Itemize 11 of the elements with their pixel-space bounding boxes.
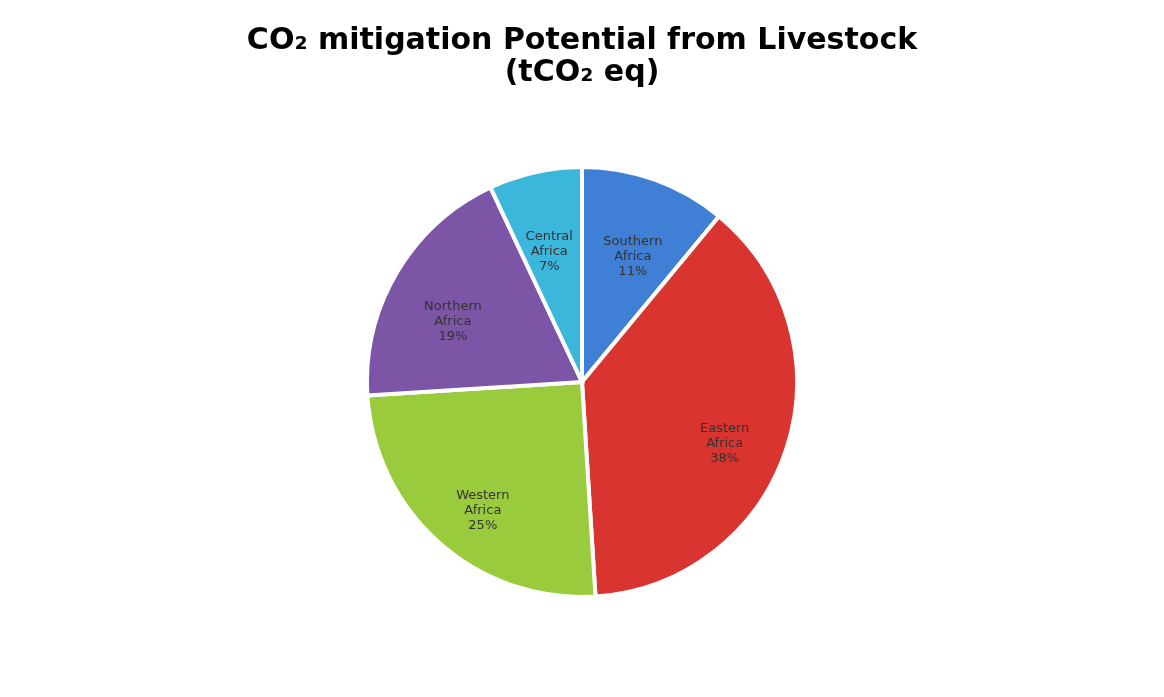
data-label: 7% [538, 257, 560, 273]
data-label: 25% [468, 516, 498, 532]
slice-label: Western Africa [456, 486, 510, 517]
slice-label: Southern Africa [603, 232, 663, 263]
data-label: 11% [618, 262, 648, 278]
data-label: 19% [438, 327, 468, 343]
chart-title: CO₂ mitigation Potential from Livestock (tCO₂ eq) [246, 21, 919, 88]
slice-label: Eastern Africa [699, 420, 750, 451]
slice-label: Central Africa [525, 227, 573, 258]
data-label: 38% [710, 450, 740, 466]
slice-label: Northern Africa [424, 297, 482, 328]
